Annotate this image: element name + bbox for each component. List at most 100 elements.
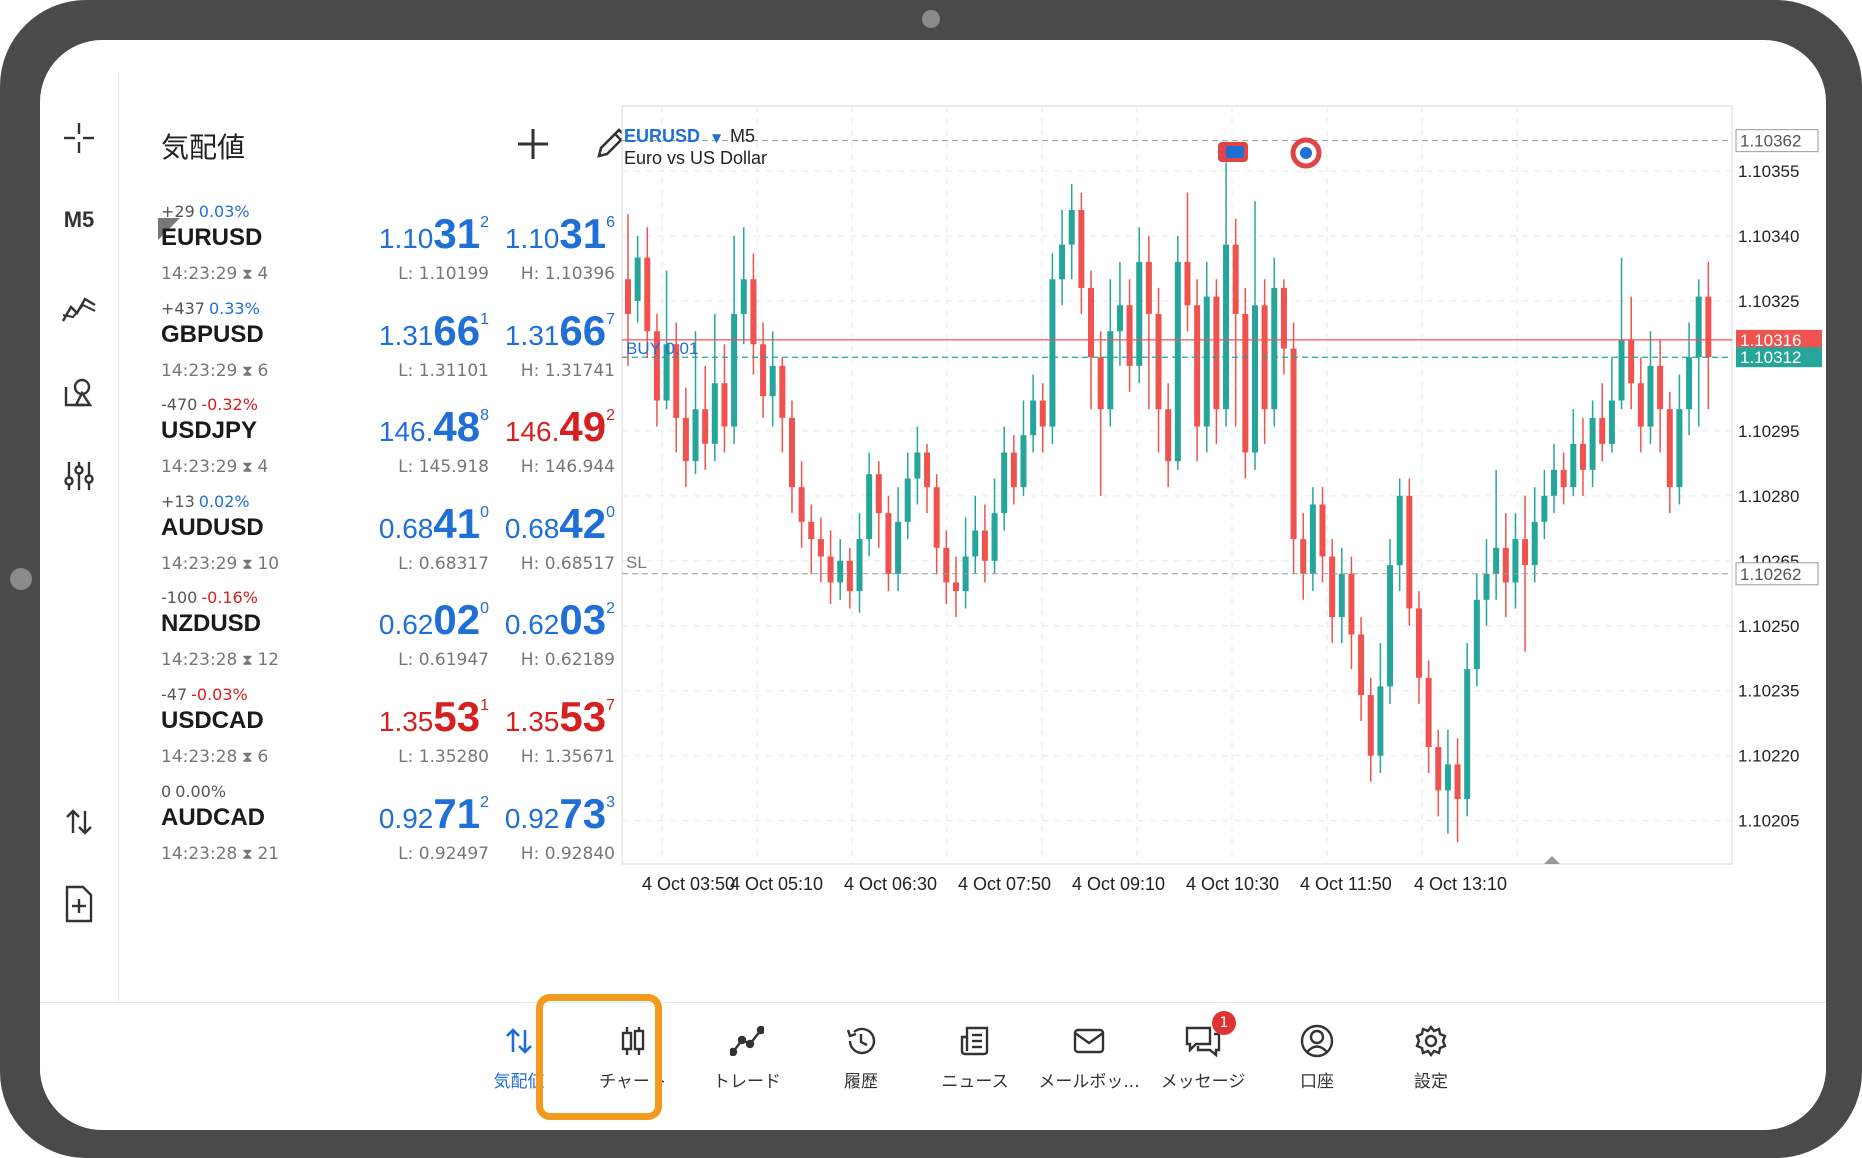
y-tick-label: 1.10280 [1738, 487, 1799, 506]
symbol-name: GBPUSD [161, 320, 264, 348]
price-prefix: 1.10 [504, 223, 560, 254]
ask-price[interactable]: 146.492 [505, 403, 615, 451]
bid-price[interactable]: 0.92712 [379, 790, 489, 838]
candle-body [1570, 443, 1577, 488]
quote-time: 14:23:29 ⧗ 4 [161, 457, 268, 477]
nav-item-5[interactable]: ニュース [920, 1021, 1030, 1092]
ask-price[interactable]: 1.10316 [505, 210, 615, 258]
nav-item-7[interactable]: 1 メッセージ [1148, 1011, 1258, 1092]
change-info: +437 0.33% [161, 299, 260, 318]
candle-body [1290, 348, 1297, 540]
price-fraction: 1 [480, 310, 489, 328]
nav-item-6[interactable]: メールボッ... [1034, 1021, 1144, 1092]
candle-body [1049, 279, 1056, 427]
indicators-icon[interactable] [40, 282, 118, 338]
candle-body [1271, 287, 1278, 410]
price-pips: 31 [433, 210, 481, 257]
quote-row-audcad[interactable]: 0 0.00% AUDCAD 14:23:28 ⧗ 21 0.92712 0.92733 L… [119, 782, 621, 896]
quote-row-nzdusd[interactable]: -100 -0.16% NZDUSD 14:23:28 ⧗ 12 0.62020 0.62… [119, 588, 621, 702]
price-fraction: 1 [480, 697, 489, 714]
ask-price-label: 1.10316 [1740, 331, 1801, 350]
candle-body [798, 487, 805, 522]
candle-body [1145, 261, 1152, 314]
candle-body [1107, 331, 1114, 410]
bid-price[interactable]: 0.68410 [379, 500, 489, 548]
price-prefix: 1.31 [378, 319, 434, 351]
spread-icon: ⧗ [237, 844, 258, 863]
new-order-icon[interactable] [40, 876, 118, 932]
candle-body [760, 344, 767, 397]
nav-item-9[interactable]: 設定 [1376, 1021, 1486, 1092]
settings-sliders-icon[interactable] [40, 448, 118, 504]
ask-price[interactable]: 0.62032 [505, 596, 615, 644]
candle-body [1464, 669, 1471, 800]
nav-label: 履歴 [844, 1072, 878, 1092]
price-pips: 49 [559, 403, 607, 451]
buy-position-label: BUY 0.01 [626, 339, 698, 358]
spread-value: 12 [257, 650, 280, 671]
candle-body [1415, 608, 1422, 678]
bid-price[interactable]: 1.31661 [379, 307, 489, 355]
candle-body [1223, 244, 1230, 410]
candle-body [875, 474, 882, 514]
high-price: H: 0.62189 [520, 650, 615, 671]
candle-body [1483, 573, 1490, 600]
ask-price[interactable]: 0.68420 [505, 500, 615, 548]
crosshair-icon[interactable] [40, 110, 118, 166]
bid-price[interactable]: 1.35531 [379, 693, 489, 741]
add-symbol-button[interactable] [511, 122, 555, 166]
nav-item-1[interactable]: 気配値 [464, 1021, 574, 1092]
quote-row-usdcad[interactable]: -47 -0.03% USDCAD 14:23:28 ⧗ 6 1.35531 1.3553… [119, 685, 621, 799]
candle-body [682, 417, 689, 462]
bid-price[interactable]: 0.62020 [379, 596, 489, 644]
high-price: H: 146.944 [520, 457, 615, 478]
candle-body [1203, 296, 1210, 427]
candle-body [1280, 287, 1287, 349]
nav-item-4[interactable]: 履歴 [806, 1021, 916, 1092]
candle-body [1618, 339, 1625, 401]
nav-label: チャート [599, 1072, 667, 1092]
price-fraction: 0 [606, 503, 615, 521]
candlestick-chart[interactable]: 1.10355 1.10340 1.10325 1.10295 1.10280 1.102… [618, 74, 1826, 1034]
spread-value: 6 [257, 360, 269, 381]
quote-time: 14:23:28 ⧗ 12 [161, 650, 279, 670]
quote-row-eurusd[interactable]: +29 0.03% EURUSD 14:23:29 ⧗ 4 1.10312 1.10316… [119, 202, 621, 316]
x-tick-label: 4 Oct 13:10 [1414, 874, 1507, 894]
candle-body [634, 257, 641, 301]
price-prefix: 0.92 [378, 802, 434, 834]
candle-body [1647, 365, 1654, 427]
candle-body [1657, 365, 1664, 410]
candle-body [1116, 305, 1123, 332]
bid-price[interactable]: 1.10312 [379, 210, 489, 258]
timeframe-button[interactable]: M5 [63, 207, 95, 232]
trade-arrows-icon[interactable] [40, 794, 118, 850]
ask-price[interactable]: 1.31667 [505, 307, 615, 355]
ask-price[interactable]: 1.35537 [505, 693, 615, 741]
nav-label: ニュース [941, 1072, 1009, 1092]
left-toolbar: M5 [40, 40, 118, 1000]
time-value: 14:23:29 [161, 553, 238, 574]
spread-value: 4 [257, 457, 269, 478]
quote-row-gbpusd[interactable]: +437 0.33% GBPUSD 14:23:29 ⧗ 6 1.31661 1.3166… [119, 299, 621, 413]
price-pips: 71 [433, 789, 481, 837]
chart-area[interactable]: 1.10355 1.10340 1.10325 1.10295 1.10280 1.102… [618, 74, 1826, 1034]
candle-body [808, 521, 815, 540]
candle-body [1126, 305, 1133, 366]
candle-body [885, 513, 892, 574]
objects-icon[interactable] [40, 364, 118, 420]
ask-price[interactable]: 0.92733 [505, 790, 615, 838]
price-pips: 02 [433, 596, 481, 644]
candle-body [1251, 305, 1258, 453]
nav-item-2[interactable]: チャート [578, 1021, 688, 1092]
nav-item-3[interactable]: トレード [692, 1021, 802, 1092]
quotes-title: 気配値 [161, 131, 246, 164]
bid-price[interactable]: 146.488 [379, 403, 489, 451]
change-percent: -0.03% [191, 685, 248, 704]
quote-row-usdjpy[interactable]: -470 -0.32% USDJPY 14:23:29 ⧗ 4 146.488 146.4… [119, 395, 621, 509]
change-percent: 0.33% [208, 298, 260, 318]
bid-price-label: 1.10312 [1740, 348, 1801, 367]
nav-item-8[interactable]: 口座 [1262, 1021, 1372, 1092]
sl-price-box [1735, 562, 1819, 586]
quote-row-audusd[interactable]: +13 0.02% AUDUSD 14:23:29 ⧗ 10 0.68410 0.6842… [119, 492, 621, 606]
x-tick-label: 4 Oct 10:30 [1186, 874, 1279, 894]
